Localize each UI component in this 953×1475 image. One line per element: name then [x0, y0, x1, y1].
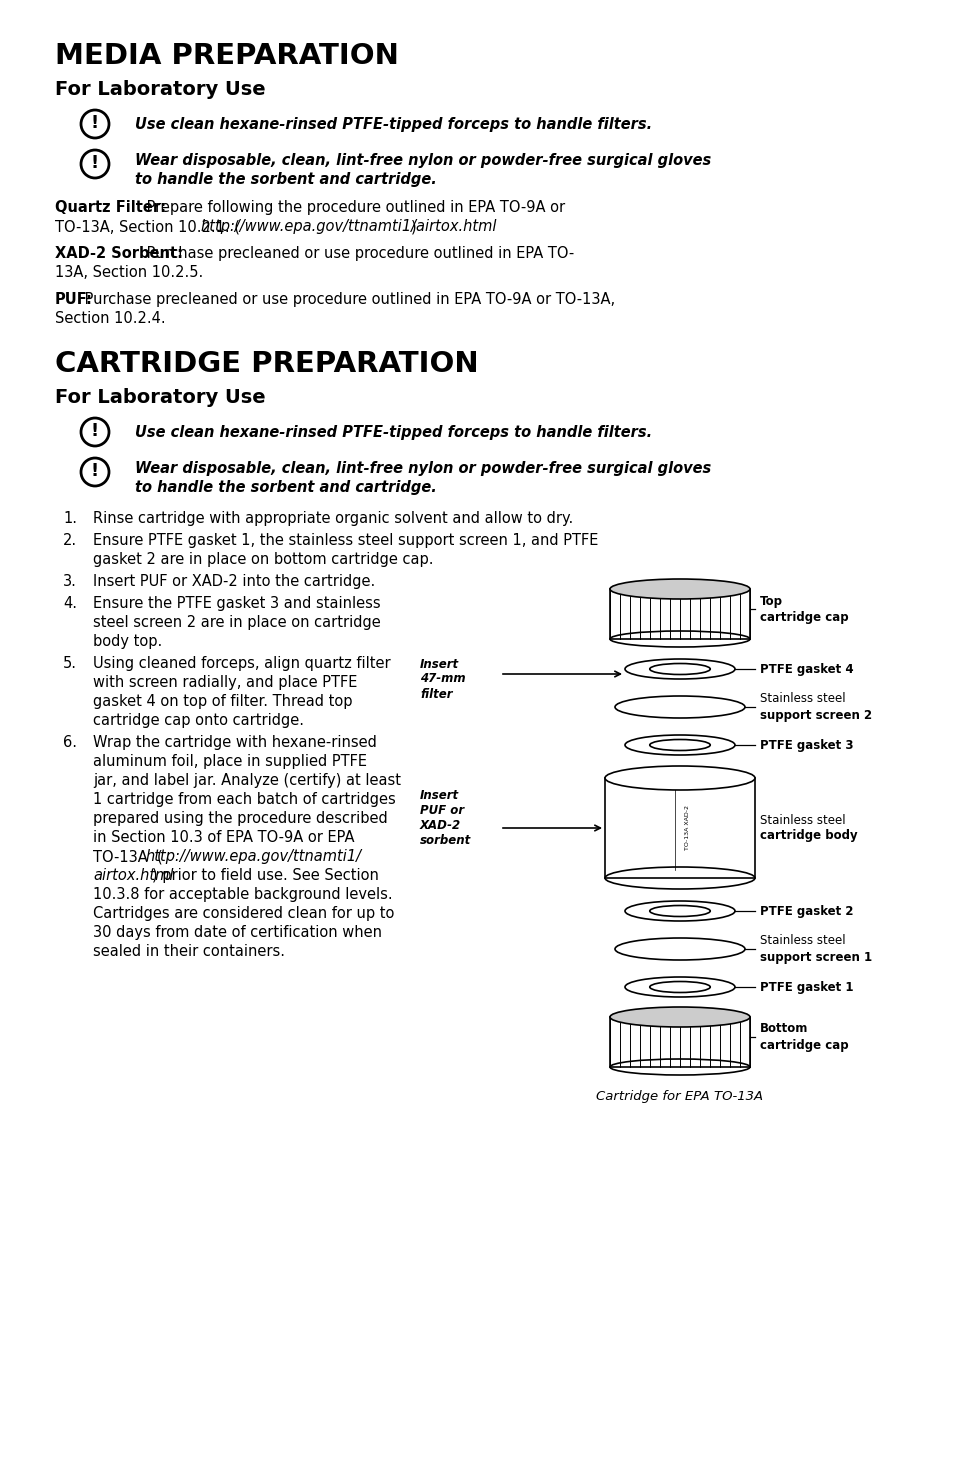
Text: PTFE gasket 3: PTFE gasket 3	[760, 739, 853, 751]
Ellipse shape	[649, 906, 709, 916]
Ellipse shape	[624, 735, 734, 755]
Text: sealed in their containers.: sealed in their containers.	[92, 944, 285, 959]
Text: MEDIA PREPARATION: MEDIA PREPARATION	[55, 41, 398, 69]
Text: Stainless steel: Stainless steel	[760, 935, 844, 947]
Text: jar, and label jar. Analyze (certify) at least: jar, and label jar. Analyze (certify) at…	[92, 773, 400, 788]
Text: Purchase precleaned or use procedure outlined in EPA TO-: Purchase precleaned or use procedure out…	[142, 246, 574, 261]
Ellipse shape	[604, 766, 754, 791]
Text: 1 cartridge from each batch of cartridges: 1 cartridge from each batch of cartridge…	[92, 792, 395, 807]
Text: body top.: body top.	[92, 634, 162, 649]
Text: TO-13A, Section 10.2.1. (: TO-13A, Section 10.2.1. (	[55, 218, 240, 235]
Text: !: !	[91, 114, 99, 131]
Text: Cartridge for EPA TO-13A: Cartridge for EPA TO-13A	[596, 1090, 762, 1103]
Text: Using cleaned forceps, align quartz filter: Using cleaned forceps, align quartz filt…	[92, 656, 390, 671]
Text: gasket 4 on top of filter. Thread top: gasket 4 on top of filter. Thread top	[92, 695, 352, 709]
Text: PTFE gasket 4: PTFE gasket 4	[760, 662, 853, 676]
Text: !: !	[91, 462, 99, 479]
Text: PTFE gasket 1: PTFE gasket 1	[760, 981, 853, 994]
Text: support screen 1: support screen 1	[760, 950, 871, 963]
Text: Ensure PTFE gasket 1, the stainless steel support screen 1, and PTFE: Ensure PTFE gasket 1, the stainless stee…	[92, 532, 598, 549]
Text: PTFE gasket 2: PTFE gasket 2	[760, 904, 853, 917]
Ellipse shape	[624, 976, 734, 997]
Text: http://www.epa.gov/ttnamti1/airtox.html: http://www.epa.gov/ttnamti1/airtox.html	[200, 218, 496, 235]
Text: Cartridges are considered clean for up to: Cartridges are considered clean for up t…	[92, 906, 394, 920]
Text: PUF:: PUF:	[55, 292, 92, 307]
Ellipse shape	[609, 580, 749, 599]
Text: in Section 10.3 of EPA TO-9A or EPA: in Section 10.3 of EPA TO-9A or EPA	[92, 830, 355, 845]
Text: ) prior to field use. See Section: ) prior to field use. See Section	[152, 867, 379, 884]
Text: Insert
PUF or
XAD-2
sorbent: Insert PUF or XAD-2 sorbent	[419, 789, 471, 847]
Text: aluminum foil, place in supplied PTFE: aluminum foil, place in supplied PTFE	[92, 754, 367, 768]
Text: Use clean hexane-rinsed PTFE-tipped forceps to handle filters.: Use clean hexane-rinsed PTFE-tipped forc…	[135, 117, 652, 131]
Text: to handle the sorbent and cartridge.: to handle the sorbent and cartridge.	[135, 173, 436, 187]
Text: cartridge body: cartridge body	[760, 829, 857, 842]
Text: Rinse cartridge with appropriate organic solvent and allow to dry.: Rinse cartridge with appropriate organic…	[92, 510, 573, 527]
Text: !: !	[91, 422, 99, 440]
Bar	[609, 589, 749, 639]
Text: TO-13A  (: TO-13A (	[92, 850, 163, 864]
Text: 3.: 3.	[63, 574, 77, 589]
Text: Ensure the PTFE gasket 3 and stainless: Ensure the PTFE gasket 3 and stainless	[92, 596, 380, 611]
Ellipse shape	[649, 664, 709, 674]
Text: with screen radially, and place PTFE: with screen radially, and place PTFE	[92, 676, 357, 690]
Text: 4.: 4.	[63, 596, 77, 611]
Text: Purchase precleaned or use procedure outlined in EPA TO-9A or TO-13A,: Purchase precleaned or use procedure out…	[80, 292, 615, 307]
Text: Stainless steel: Stainless steel	[760, 692, 844, 705]
Text: Top: Top	[760, 594, 782, 608]
Text: Quartz Filter:: Quartz Filter:	[55, 201, 166, 215]
Text: For Laboratory Use: For Laboratory Use	[55, 80, 265, 99]
Text: CARTRIDGE PREPARATION: CARTRIDGE PREPARATION	[55, 350, 478, 378]
Text: support screen 2: support screen 2	[760, 708, 871, 721]
Text: 2.: 2.	[63, 532, 77, 549]
Text: Use clean hexane-rinsed PTFE-tipped forceps to handle filters.: Use clean hexane-rinsed PTFE-tipped forc…	[135, 425, 652, 440]
Text: !: !	[91, 153, 99, 173]
Text: Wrap the cartridge with hexane-rinsed: Wrap the cartridge with hexane-rinsed	[92, 735, 376, 749]
Text: 10.3.8 for acceptable background levels.: 10.3.8 for acceptable background levels.	[92, 886, 393, 903]
Ellipse shape	[615, 696, 744, 718]
Text: Insert
47-mm
filter: Insert 47-mm filter	[419, 658, 465, 701]
Ellipse shape	[624, 901, 734, 920]
Ellipse shape	[624, 659, 734, 679]
Text: 5.: 5.	[63, 656, 77, 671]
Text: Stainless steel: Stainless steel	[760, 814, 844, 826]
Ellipse shape	[649, 739, 709, 751]
Bar	[604, 777, 754, 878]
Text: XAD-2 Sorbent:: XAD-2 Sorbent:	[55, 246, 183, 261]
Text: to handle the sorbent and cartridge.: to handle the sorbent and cartridge.	[135, 479, 436, 496]
Bar	[609, 1016, 749, 1066]
Ellipse shape	[649, 981, 709, 993]
Text: cartridge cap: cartridge cap	[760, 611, 848, 624]
Text: Wear disposable, clean, lint-free nylon or powder-free surgical gloves: Wear disposable, clean, lint-free nylon …	[135, 462, 711, 476]
Text: Wear disposable, clean, lint-free nylon or powder-free surgical gloves: Wear disposable, clean, lint-free nylon …	[135, 153, 711, 168]
Ellipse shape	[615, 938, 744, 960]
Text: 13A, Section 10.2.5.: 13A, Section 10.2.5.	[55, 266, 203, 280]
Text: TO-13A XAD-2: TO-13A XAD-2	[685, 805, 690, 851]
Text: ): )	[410, 218, 416, 235]
Text: airtox.html: airtox.html	[92, 867, 173, 884]
Text: 6.: 6.	[63, 735, 77, 749]
Text: prepared using the procedure described: prepared using the procedure described	[92, 811, 387, 826]
Text: For Laboratory Use: For Laboratory Use	[55, 388, 265, 407]
Text: 30 days from date of certification when: 30 days from date of certification when	[92, 925, 381, 940]
Text: http://www.epa.gov/ttnamti1/: http://www.epa.gov/ttnamti1/	[145, 850, 360, 864]
Text: cartridge cap: cartridge cap	[760, 1038, 848, 1052]
Text: cartridge cap onto cartridge.: cartridge cap onto cartridge.	[92, 712, 304, 729]
Text: Bottom: Bottom	[760, 1022, 807, 1035]
Text: gasket 2 are in place on bottom cartridge cap.: gasket 2 are in place on bottom cartridg…	[92, 552, 433, 566]
Text: Insert PUF or XAD-2 into the cartridge.: Insert PUF or XAD-2 into the cartridge.	[92, 574, 375, 589]
Ellipse shape	[609, 1007, 749, 1027]
Text: steel screen 2 are in place on cartridge: steel screen 2 are in place on cartridge	[92, 615, 380, 630]
Text: Section 10.2.4.: Section 10.2.4.	[55, 311, 166, 326]
Text: Prepare following the procedure outlined in EPA TO-9A or: Prepare following the procedure outlined…	[142, 201, 564, 215]
Text: 1.: 1.	[63, 510, 77, 527]
